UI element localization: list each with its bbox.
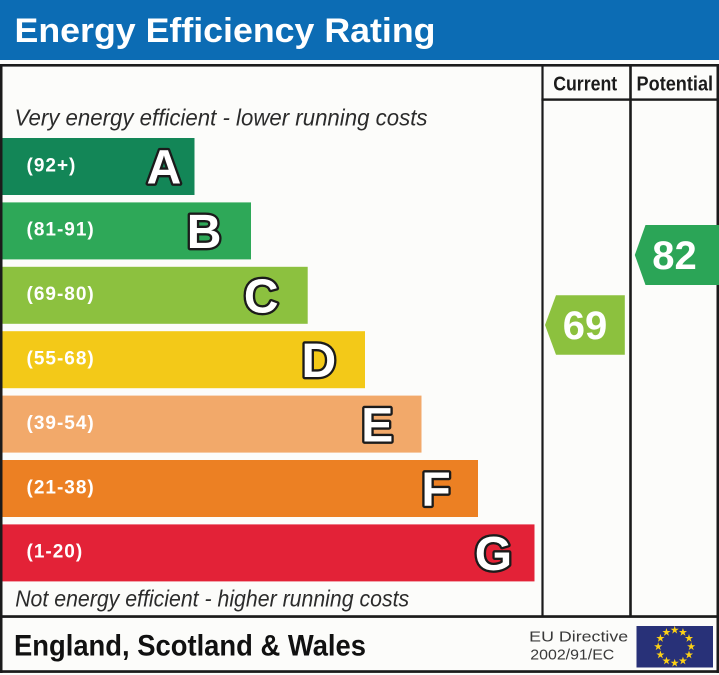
svg-text:69: 69	[563, 304, 608, 348]
svg-text:(1-20): (1-20)	[27, 542, 84, 563]
svg-text:(55-68): (55-68)	[27, 349, 95, 370]
svg-text:Potential: Potential	[637, 74, 714, 96]
svg-text:Not energy efficient - higher: Not energy efficient - higher running co…	[15, 585, 409, 611]
svg-text:G: G	[475, 528, 512, 581]
svg-text:B: B	[187, 206, 222, 259]
svg-text:(21-38): (21-38)	[27, 477, 95, 498]
svg-text:(92+): (92+)	[27, 155, 77, 176]
svg-text:(39-54): (39-54)	[27, 413, 95, 434]
svg-text:(81-91): (81-91)	[27, 220, 95, 241]
svg-text:2002/91/EC: 2002/91/EC	[530, 647, 614, 664]
svg-text:E: E	[361, 399, 393, 452]
svg-text:England, Scotland & Wales: England, Scotland & Wales	[14, 630, 366, 663]
svg-text:Energy Efficiency Rating: Energy Efficiency Rating	[15, 12, 436, 50]
svg-text:82: 82	[652, 234, 697, 278]
svg-text:EU Directive: EU Directive	[529, 628, 628, 645]
svg-text:(69-80): (69-80)	[27, 284, 95, 305]
svg-text:C: C	[244, 271, 279, 324]
svg-text:A: A	[147, 142, 182, 195]
svg-text:D: D	[301, 335, 336, 388]
svg-text:Very energy efficient - lower: Very energy efficient - lower running co…	[15, 105, 428, 131]
svg-text:F: F	[421, 464, 450, 517]
svg-text:Current: Current	[553, 74, 617, 96]
